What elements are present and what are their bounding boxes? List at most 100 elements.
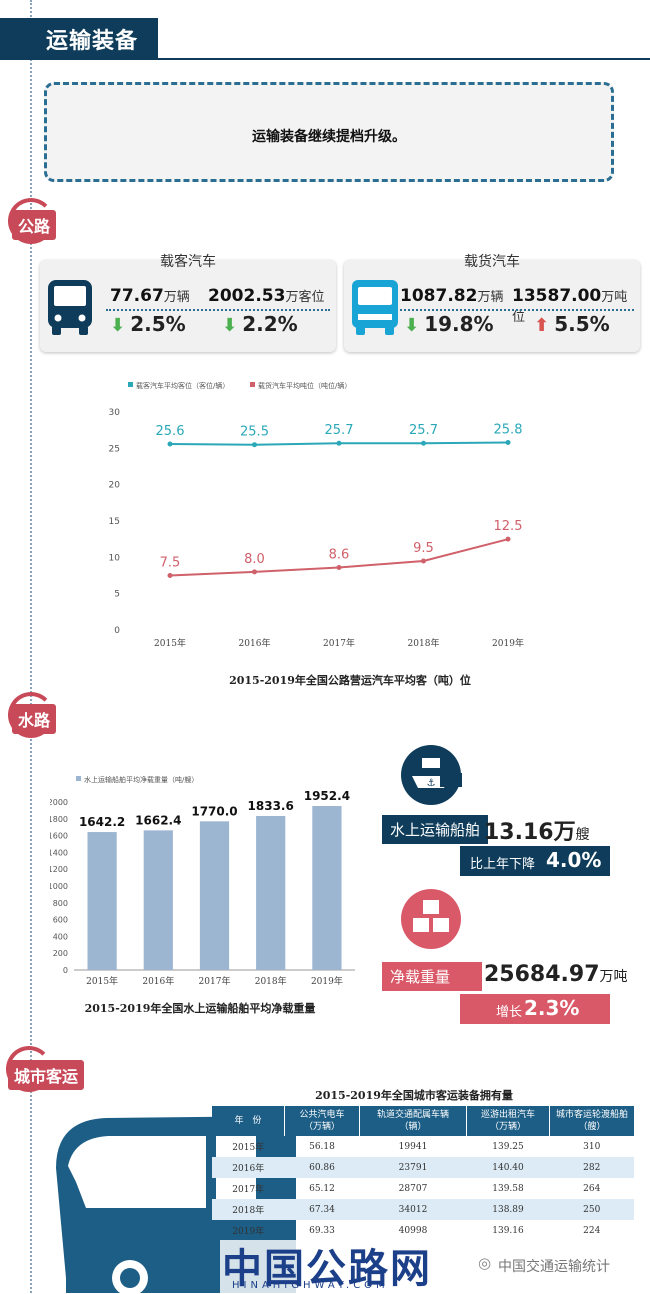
- ships-change-value: 4.0%: [546, 848, 602, 872]
- header-bus: 公共汽电车 （万辆）: [284, 1106, 360, 1136]
- x-tick-label: 2017年: [323, 637, 355, 649]
- city-table-title: 2015-2019年全国城市客运装备拥有量: [315, 1089, 513, 1102]
- table-row: 2017年 65.12 28707 139.58 264: [212, 1178, 634, 1199]
- x-tick-label: 2018年: [408, 637, 440, 649]
- y-tick-label: 400: [53, 932, 68, 941]
- header-year-label: 年 份: [234, 1116, 262, 1126]
- header-year: 年 份: [212, 1106, 285, 1136]
- passenger-card-title: 载客汽车: [160, 254, 216, 270]
- header-taxi-label: 巡游出租汽车: [480, 1110, 535, 1120]
- table-cell: 224: [583, 1225, 601, 1236]
- x-tick-label: 2016年: [142, 975, 174, 987]
- data-point: [167, 441, 173, 447]
- bar: [87, 832, 117, 970]
- water-section-label: 水路: [12, 704, 57, 734]
- header-ferry: 城市客运轮渡船舶 （艘）: [549, 1106, 634, 1136]
- ships-label: 水上运输船舶: [382, 815, 489, 844]
- tonnage-change-value: 2.3%: [524, 996, 580, 1020]
- table-cell: 2019年: [232, 1227, 265, 1237]
- data-point: [336, 440, 342, 446]
- x-tick-label: 2017年: [199, 975, 231, 987]
- city-section-label: 城市客运: [8, 1060, 85, 1090]
- down-arrow-icon: ⬇: [404, 315, 420, 336]
- passenger-count-unit: 万辆: [163, 290, 190, 305]
- watermark-wechat: 中国交通运输统计: [498, 1259, 610, 1275]
- ships-change-bar: 比上年下降 4.0%: [460, 846, 610, 876]
- timeline-dotted-line: [30, 0, 32, 1293]
- y-tick-label: 0: [114, 626, 120, 636]
- passenger-seats-change-value: 2.2%: [242, 312, 298, 336]
- ships-value-number: 13.16万: [484, 820, 576, 845]
- table-cell: 310: [583, 1141, 601, 1152]
- intro-text: 运输装备继续提档升级。: [252, 129, 406, 145]
- city-table: 年 份 公共汽电车 （万辆） 轨道交通配属车辆 （辆） 巡游出租汽车 （万辆） 城市客…: [212, 1106, 634, 1241]
- data-label: 25.5: [240, 425, 269, 440]
- passenger-seats-value: 2002.53: [208, 286, 286, 306]
- data-point: [505, 440, 511, 446]
- table-cell: 138.89: [466, 1199, 550, 1220]
- table-cell: 69.33: [309, 1225, 335, 1236]
- y-tick-label: 1400: [50, 848, 68, 857]
- table-header-row: 年 份 公共汽电车 （万辆） 轨道交通配属车辆 （辆） 巡游出租汽车 （万辆） 城市客…: [212, 1106, 634, 1136]
- table-cell: 19941: [398, 1141, 428, 1152]
- x-tick-label: 2019年: [311, 975, 343, 987]
- data-label: 1662.4: [135, 813, 181, 827]
- legend-label: 载客汽车平均客位（客位/辆）: [136, 381, 229, 390]
- bus-icon: [48, 280, 92, 335]
- ship-container-icon: [440, 773, 462, 787]
- y-tick-label: 25: [109, 444, 120, 454]
- road-line-chart: 载客汽车平均客位（客位/辆） 载货汽车平均吨位（吨位/辆） 0 5 10 15 20 25 30…: [109, 381, 524, 649]
- table-cell: 282: [549, 1157, 634, 1178]
- passenger-count-value: 77.67: [110, 286, 164, 306]
- freight-tons: 13587.00万吨位: [512, 286, 640, 326]
- legend-label: 水上运输船舶平均净载重量（吨/艘）: [84, 775, 198, 784]
- passenger-seats-change: ⬇ 2.2%: [222, 312, 298, 336]
- passenger-count: 77.67万辆: [110, 286, 190, 306]
- road-badge-ring: [8, 198, 54, 244]
- table-row: 2016年 60.86 23791 140.40 282: [212, 1157, 634, 1178]
- data-label: 25.7: [409, 423, 438, 438]
- table-cell: 2015年: [232, 1143, 265, 1153]
- table-row: 2018年 67.34 34012 138.89 250: [212, 1199, 634, 1220]
- data-point: [421, 558, 426, 564]
- y-tick-label: 1000: [50, 882, 68, 891]
- header-bus-unit: （万辆）: [303, 1122, 340, 1132]
- cargo-boxes-icon: [401, 889, 461, 949]
- header-rail: 轨道交通配属车辆 （辆）: [359, 1106, 467, 1136]
- freight-count-unit: 万辆: [477, 290, 504, 305]
- table-cell: 65.12: [309, 1183, 335, 1194]
- table-cell: 60.86: [284, 1157, 360, 1178]
- freight-card: 载货汽车 1087.82万辆 13587.00万吨位 ⬇ 19.8% ⬆ 5.5…: [344, 254, 640, 352]
- passenger-seats-unit: 万客位: [285, 290, 325, 305]
- table-cell: 67.34: [284, 1199, 360, 1220]
- table-cell: 28707: [398, 1183, 428, 1194]
- passenger-card: 载客汽车 77.67万辆 2002.53万客位 ⬇ 2.5% ⬇ 2.2%: [40, 254, 336, 352]
- bar: [312, 805, 342, 970]
- data-label: 8.6: [329, 548, 350, 563]
- legend-label: 载货汽车平均吨位（吨位/辆）: [258, 381, 351, 390]
- header-taxi: 巡游出租汽车 （万辆）: [466, 1106, 550, 1136]
- data-label: 25.8: [494, 423, 523, 438]
- table-cell: 2018年: [212, 1199, 285, 1220]
- section-title-bar: 运输装备: [0, 18, 158, 58]
- y-tick-label: 1200: [50, 865, 68, 874]
- data-label: 8.0: [244, 552, 265, 567]
- freight-tons-change: ⬆ 5.5%: [534, 312, 610, 336]
- freight-count: 1087.82万辆: [400, 286, 503, 306]
- data-label: 1770.0: [191, 804, 237, 818]
- legend-swatch: [76, 776, 81, 781]
- header-ferry-label: 城市客运轮渡船舶: [555, 1110, 628, 1120]
- tonnage-value-number: 25684.97: [484, 962, 600, 987]
- data-label: 1833.6: [248, 799, 294, 813]
- y-tick-label: 600: [53, 916, 68, 925]
- y-tick-label: 800: [53, 899, 68, 908]
- x-tick-label: 2018年: [255, 975, 287, 987]
- table-cell: 140.40: [466, 1157, 550, 1178]
- x-tick-label: 2015年: [86, 975, 118, 987]
- tonnage-label: 净载重量: [382, 962, 482, 991]
- y-tick-label: 1600: [50, 832, 68, 841]
- up-arrow-icon: ⬆: [534, 315, 550, 336]
- wechat-icon: ◎: [478, 1254, 492, 1272]
- y-tick-label: 10: [109, 553, 121, 563]
- header-bus-label: 公共汽电车: [299, 1110, 345, 1120]
